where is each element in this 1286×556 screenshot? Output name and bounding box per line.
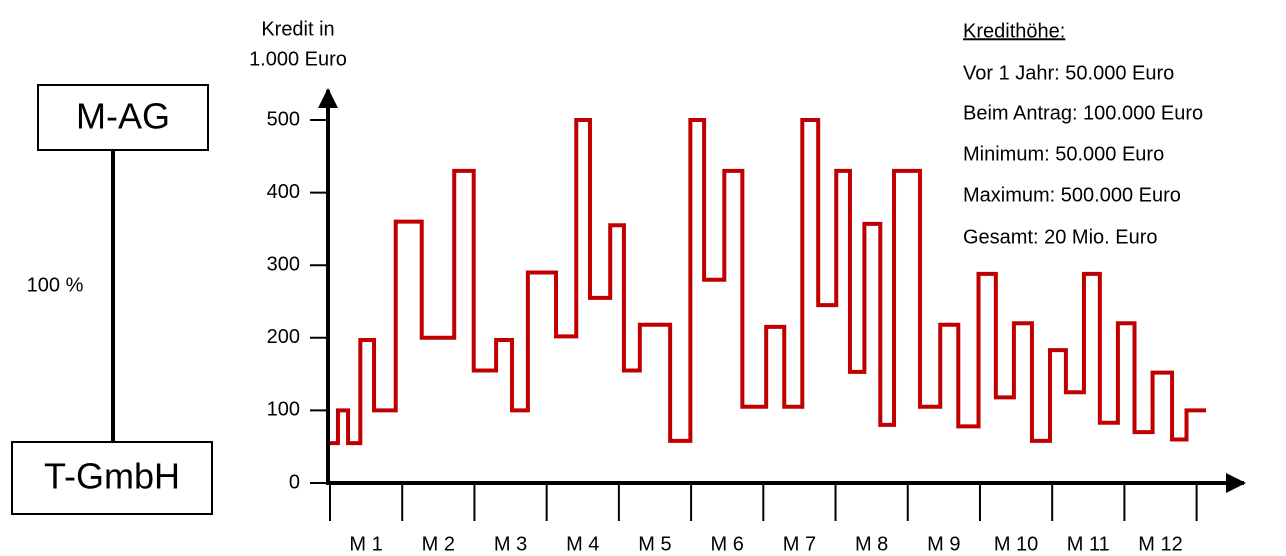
y-axis-label: Kredit in	[261, 18, 334, 40]
y-tick-label: 100	[267, 399, 300, 421]
x-tick-label: M 2	[422, 533, 455, 555]
y-tick-label: 0	[289, 471, 300, 493]
y-tick-label: 500	[267, 108, 300, 130]
y-tick-label: 200	[267, 326, 300, 348]
x-tick-label: M 3	[494, 533, 527, 555]
info-line: Minimum: 50.000 Euro	[963, 143, 1164, 165]
x-tick-label: M 8	[855, 533, 888, 555]
info-line: Vor 1 Jahr: 50.000 Euro	[963, 62, 1174, 84]
y-tick-label: 400	[267, 181, 300, 203]
y-tick-label: 300	[267, 253, 300, 275]
x-tick-label: M 6	[711, 533, 744, 555]
x-tick-label: M 1	[349, 533, 382, 555]
x-tick-label: M 5	[638, 533, 671, 555]
info-line: Maximum: 500.000 Euro	[963, 184, 1181, 206]
x-tick-label: M 11	[1067, 533, 1110, 555]
y-axis-label: 1.000 Euro	[249, 48, 347, 70]
x-tick-label: M 10	[994, 533, 1038, 555]
x-tick-label: M 7	[783, 533, 816, 555]
info-line: Beim Antrag: 100.000 Euro	[963, 102, 1203, 124]
x-tick-label: M 4	[566, 533, 599, 555]
child-box	[11, 441, 213, 515]
x-tick-label: M 9	[927, 533, 960, 555]
parent-box	[37, 84, 209, 151]
credit-line	[330, 118, 1206, 446]
info-line: Gesamt: 20 Mio. Euro	[963, 226, 1158, 248]
info-title: Kredithöhe:	[963, 20, 1065, 42]
x-tick-label: M 12	[1138, 533, 1182, 555]
share-label: 100 %	[27, 274, 84, 296]
parent-label: M-AG	[76, 96, 170, 137]
child-label: T-GmbH	[44, 456, 180, 497]
